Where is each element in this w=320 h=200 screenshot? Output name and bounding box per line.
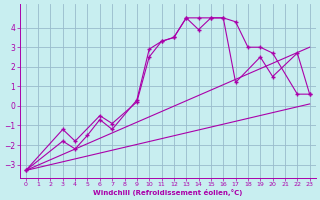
X-axis label: Windchill (Refroidissement éolien,°C): Windchill (Refroidissement éolien,°C) — [93, 189, 242, 196]
